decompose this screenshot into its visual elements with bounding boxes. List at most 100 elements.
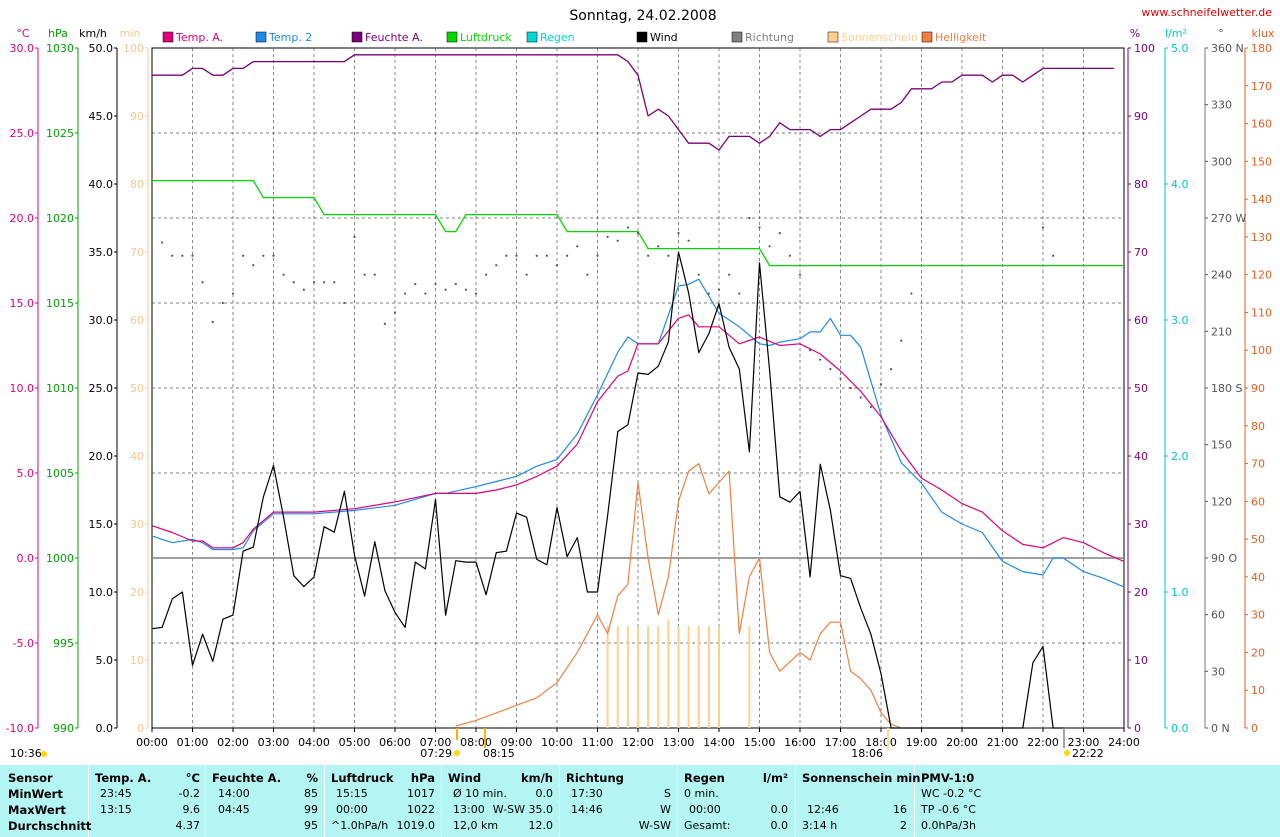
axis-tick-label: 4.0 <box>1171 178 1189 191</box>
max-wind-time: 13:00 <box>453 803 485 816</box>
axis-tick-label: 70 <box>1134 246 1148 259</box>
axis-tick-label: 80 <box>1251 420 1265 433</box>
direction-point <box>819 358 822 361</box>
time-tick-label: 20:00 <box>946 736 978 749</box>
direction-point <box>798 273 802 276</box>
axis-tick-label: 10 <box>130 654 144 667</box>
header-sunshine: Sonnenschein min <box>802 771 921 785</box>
axis-unit-label: % <box>1130 27 1140 40</box>
pressure-trend: ^1.0hPa/h <box>331 819 389 832</box>
min-humidity-value: 85 <box>304 787 318 800</box>
time-tick-label: 08:00 <box>460 736 492 749</box>
header-humidity: Feuchte A. <box>212 771 282 785</box>
sun-above-time: 08:15 <box>483 747 515 760</box>
max-sunshine-time: 12:46 <box>807 803 839 816</box>
axis-tick-label: 90 <box>1134 110 1148 123</box>
min-temp-time: 23:45 <box>100 787 132 800</box>
direction-point <box>616 239 619 242</box>
max-sunshine-value: 16 <box>893 803 907 816</box>
axis-tick-label: 1020 <box>46 212 74 225</box>
weather-chart: Sonntag, 24.02.2008 www.schneifelwetter.… <box>6 6 1275 760</box>
series-line <box>151 314 1125 562</box>
axis-tick-label: 1005 <box>46 467 74 480</box>
header-pressure-unit: hPa <box>410 771 435 785</box>
series-layer <box>151 54 1125 729</box>
direction-point <box>869 405 872 408</box>
direction-point <box>262 254 265 257</box>
axis-tick-label: 60 <box>1134 314 1148 327</box>
direction-point <box>667 254 670 257</box>
wind-distance: 12,0 km <box>453 819 499 832</box>
axis-tick-label: 1.0 <box>1171 586 1189 599</box>
legend-label: Richtung <box>745 31 794 44</box>
direction-point <box>728 273 731 276</box>
axis-tick-label: 110 <box>1251 306 1272 319</box>
time-tick-label: 15:00 <box>744 736 776 749</box>
direction-point <box>829 368 832 371</box>
axis-tick-label: 100 <box>123 42 144 55</box>
col-separator <box>88 765 89 837</box>
axis-tick-label: 25.0 <box>10 127 35 140</box>
time-tick-label: 06:00 <box>379 736 411 749</box>
direction-point <box>910 292 913 295</box>
direction-point <box>231 292 235 295</box>
sun-icon <box>454 750 460 756</box>
axis-tick-label: 270 W <box>1211 212 1246 225</box>
direction-point <box>788 254 791 257</box>
direction-point <box>758 226 761 229</box>
rain-total-value: 0.0 <box>770 819 789 832</box>
axis-tick-label: 180 <box>1251 42 1272 55</box>
max-direction-time: 14:46 <box>571 803 603 816</box>
max-pressure-time: 00:00 <box>336 803 368 816</box>
axis-tick-label: 40.0 <box>89 178 114 191</box>
pmv-dewpoint: TP -0.6 °C <box>921 803 976 816</box>
site-url[interactable]: www.schneifelwetter.de <box>1141 6 1272 19</box>
axis-tick-label: 5.0 <box>1171 42 1189 55</box>
axis-tick-label: 360 N <box>1211 42 1244 55</box>
axis-tick-label: 80 <box>1134 178 1148 191</box>
axis-tick-label: 90 <box>1251 382 1265 395</box>
min-pressure-value: 1017 <box>407 787 435 800</box>
direction-point <box>839 377 842 380</box>
legend-label: Wind <box>650 31 678 44</box>
legend-swatch <box>351 31 363 43</box>
direction-point <box>454 283 457 286</box>
header-wind-unit: km/h <box>520 771 553 785</box>
direction-point <box>242 254 245 257</box>
time-tick-label: 22:00 <box>1027 736 1059 749</box>
direction-point <box>404 292 407 295</box>
header-temp: Temp. A. <box>95 771 152 785</box>
direction-point <box>444 288 447 291</box>
col-separator <box>324 765 325 837</box>
axis-unit-label: min <box>120 27 141 40</box>
direction-point <box>312 281 316 284</box>
axis-tick-label: 30.0 <box>89 314 114 327</box>
header-wind: Wind <box>448 771 482 785</box>
axis-tick-label: 30.0 <box>10 42 35 55</box>
max-pressure-value: 1022 <box>407 803 435 816</box>
direction-point <box>849 386 852 390</box>
direction-point <box>252 264 255 267</box>
axis-tick-label: 30 <box>130 518 144 531</box>
avg-direction-value: W-SW <box>638 819 671 832</box>
time-tick-label: 04:00 <box>298 736 330 749</box>
time-tick-label: 21:00 <box>987 736 1019 749</box>
moonrise-time: 10:36 <box>10 747 42 760</box>
axis-tick-label: 10.0 <box>89 586 114 599</box>
legend-swatch <box>636 31 648 43</box>
axis-tick-label: 3.0 <box>1171 314 1189 327</box>
axis-unit-label: ° <box>1218 27 1224 40</box>
direction-point <box>343 301 346 305</box>
axis-tick-label: 70 <box>1251 458 1265 471</box>
axis-tick-label: 100 <box>1134 42 1155 55</box>
max-temp-value: 9.6 <box>182 803 201 816</box>
axis-tick-label: 0.0 <box>96 722 114 735</box>
legend-swatch <box>731 31 743 43</box>
min-temp-value: -0.2 <box>178 787 200 800</box>
direction-point <box>161 241 164 244</box>
legend-label: Temp. 2 <box>268 31 312 44</box>
direction-point <box>859 396 862 399</box>
moon-icon <box>41 751 47 757</box>
axis-unit-label: l/m² <box>1165 27 1187 40</box>
min-wind-time: Ø 10 min. <box>453 787 507 800</box>
